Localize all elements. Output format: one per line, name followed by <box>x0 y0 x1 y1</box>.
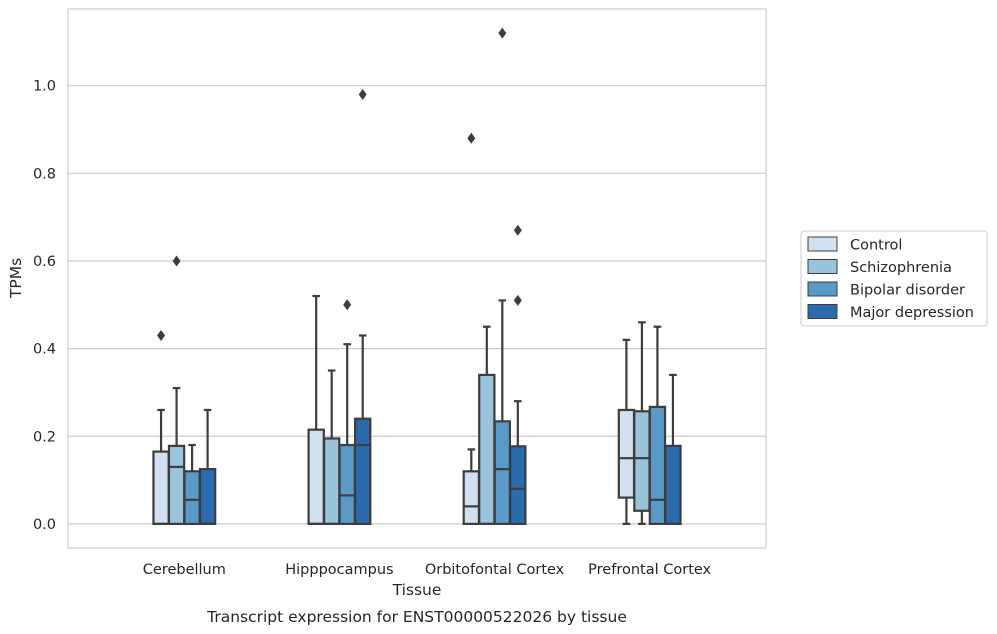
box-iqr <box>648 405 667 525</box>
box-bipolar-disorder <box>338 299 356 525</box>
box-iqr <box>478 373 496 525</box>
outlier-point <box>513 294 522 306</box>
box-iqr <box>493 420 512 525</box>
x-tick-label: Prefrontal Cortex <box>588 562 711 578</box>
box-major-depression <box>198 408 217 525</box>
outlier-point <box>513 224 522 236</box>
legend-label: Control <box>850 238 902 254</box>
y-tick-label: 1.0 <box>33 79 56 95</box>
box-iqr <box>322 437 341 525</box>
box-schizophrenia <box>633 321 651 525</box>
box-control <box>152 329 170 525</box>
box-bipolar-disorder <box>648 325 667 525</box>
x-tick-label: Orbitofontal Cortex <box>425 562 565 578</box>
legend-swatch <box>807 259 838 274</box>
y-tick-label: 0.0 <box>33 517 56 533</box>
legend-swatch <box>807 236 838 252</box>
box-bipolar-disorder <box>183 443 201 525</box>
legend-label: Schizophrenia <box>850 260 952 276</box>
box-schizophrenia <box>478 325 496 525</box>
box-control <box>307 294 325 525</box>
y-tick-label: 0.4 <box>33 342 56 358</box>
box-major-depression <box>664 373 682 525</box>
x-axis-label: Tissue <box>392 581 442 599</box>
box-iqr <box>198 468 217 525</box>
box-iqr <box>664 444 682 525</box>
y-tick-label: 0.2 <box>33 429 56 445</box>
x-tick-label: Hipppocampus <box>285 562 393 578</box>
box-major-depression <box>354 88 372 525</box>
box-iqr <box>338 443 356 525</box>
outlier-point <box>157 329 166 341</box>
box-major-depression <box>509 224 527 525</box>
x-axis-ticks: Cerebellum Hipppocampus Orbitofontal Corte… <box>143 562 712 578</box>
box-iqr <box>152 450 170 525</box>
outlier-point <box>467 132 476 144</box>
y-tick-label: 0.8 <box>33 166 56 182</box>
box-control <box>617 338 636 525</box>
box-iqr <box>509 445 527 525</box>
y-axis-ticks: 0.0 0.2 0.4 0.6 0.8 1.0 <box>33 79 56 533</box>
legend-items: Control Schizophrenia Bipolar disorder Majo… <box>807 236 974 321</box>
box-iqr <box>633 410 651 512</box>
box-bipolar-disorder <box>493 27 512 525</box>
plot-frame <box>67 8 767 549</box>
outlier-point <box>343 299 352 311</box>
box-iqr <box>617 408 636 499</box>
legend: Control Schizophrenia Bipolar disorder Majo… <box>800 230 988 327</box>
legend-swatch <box>807 281 838 297</box>
outlier-point <box>498 27 507 39</box>
box-iqr <box>354 417 372 525</box>
y-tick-label: 0.6 <box>33 254 56 270</box>
outlier-point <box>358 88 367 100</box>
box-schizophrenia <box>322 369 341 525</box>
box-schizophrenia <box>167 255 186 525</box>
box-iqr <box>167 444 186 525</box>
legend-label: Bipolar disorder <box>850 283 965 299</box>
box-iqr <box>307 428 325 525</box>
legend-label: Major depression <box>850 305 974 321</box>
legend-swatch <box>807 304 838 319</box>
x-tick-label: Cerebellum <box>143 562 226 578</box>
box-iqr <box>462 470 480 525</box>
chart-caption: Transcript expression for ENST0000052202… <box>206 608 627 626</box>
box-control <box>462 132 480 525</box>
boxes <box>152 27 682 525</box>
outlier-point <box>172 255 181 267</box>
legend-frame <box>800 230 988 327</box>
box-iqr <box>183 470 201 525</box>
y-axis-label: TPMs <box>7 258 25 299</box>
